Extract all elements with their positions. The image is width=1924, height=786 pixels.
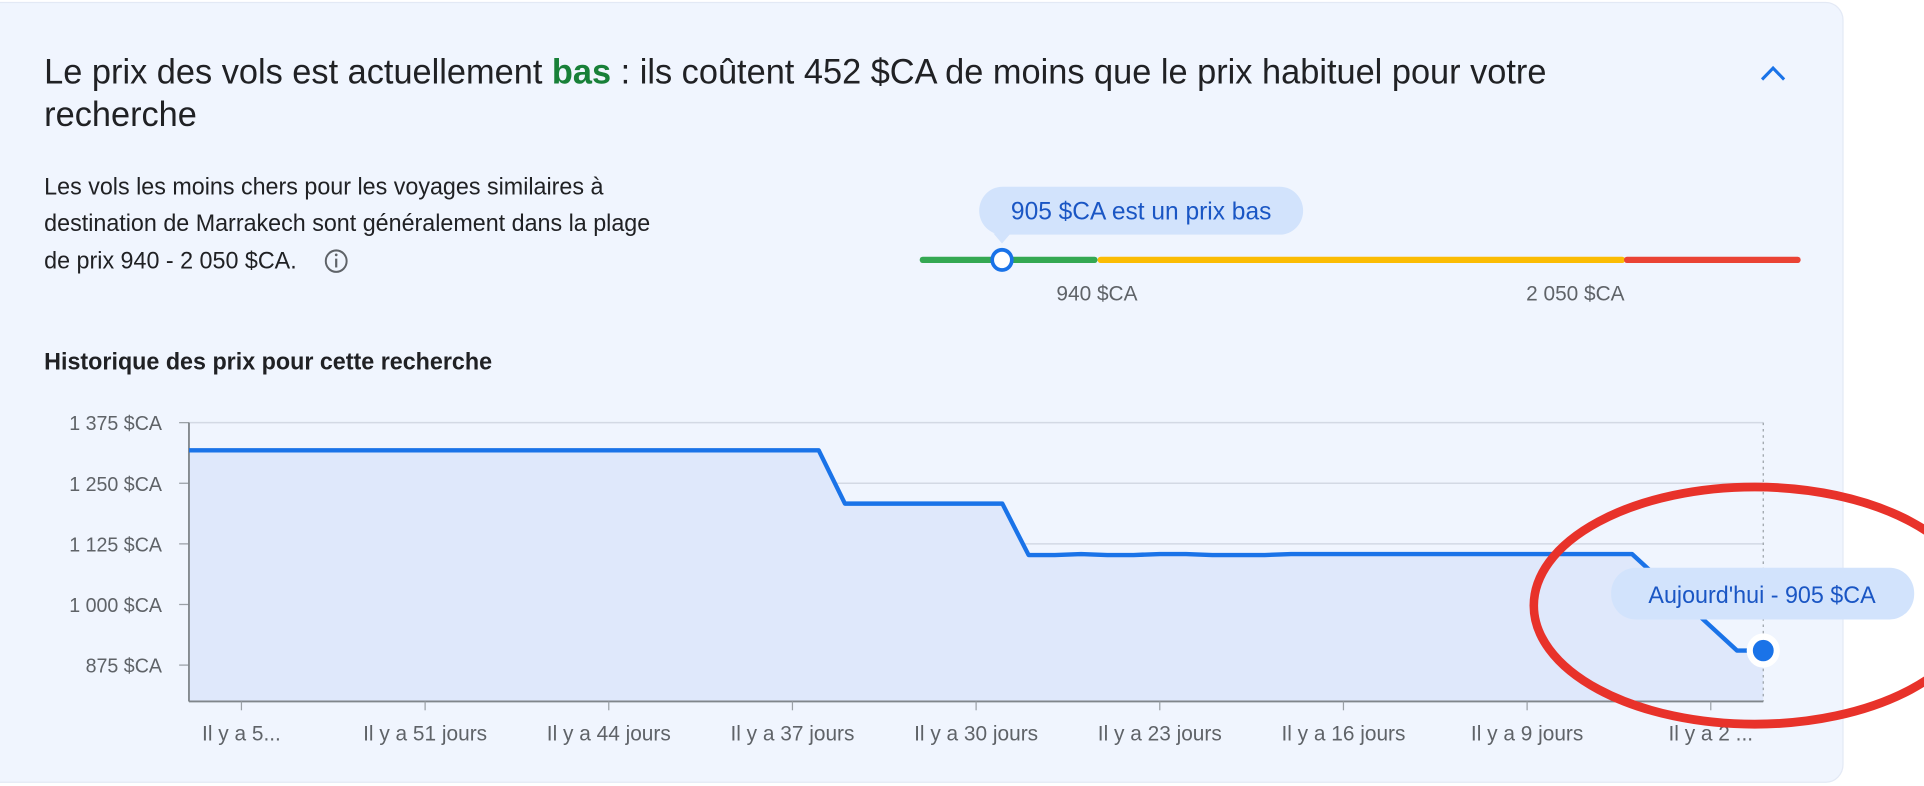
x-tick-label: Il y a 9 jours [1471,722,1583,745]
summary-line: de prix 940 - 2 050 $CA. [44,248,297,274]
info-icon[interactable] [324,249,348,273]
price-range: 940 $CA 2 050 $CA 905 $CA est un prix bas [919,186,1801,305]
headline-line: recherche [44,95,197,135]
area [188,450,1764,702]
badge-pointer [993,233,1011,244]
y-tick-label: 1 375 $CA [69,413,162,435]
price-marker [990,247,1014,272]
headline-part: : ils coûtent 452 $CA de moins que le pr… [611,52,1546,92]
headline-highlight: bas [552,52,611,92]
x-tick-label: Il y a 5... [202,722,281,745]
badge-text: 905 $CA est un prix bas [1011,197,1271,225]
summary-line: Les vols les moins chers pour les voyage… [44,174,604,200]
x-tick-label: Il y a 37 jours [730,722,854,745]
y-tick-label: 875 $CA [86,655,163,677]
y-tick-label: 1 125 $CA [69,534,162,556]
x-tick-label: Il y a 23 jours [1098,722,1222,745]
x-tick-label: Il y a 2 ... [1668,722,1753,745]
headline: Le prix des vols est actuellement bas : … [44,52,1546,92]
collapse-button[interactable] [1760,65,1786,81]
range-label: 940 $CA [1056,282,1138,305]
headline-part: Le prix des vols est actuellement [44,52,552,92]
badge [979,186,1304,235]
y-tick-label: 1 250 $CA [69,474,162,496]
x-tick-label: Il y a 51 jours [363,722,487,745]
summary-line: destination de Marrakech sont généraleme… [44,211,650,237]
y-tick-label: 1 000 $CA [69,595,162,617]
chart-title: Historique des prix pour cette recherche [44,349,492,375]
x-tick-label: Il y a 16 jours [1281,722,1405,745]
range-label: 2 050 $CA [1526,282,1625,305]
tooltip-text: Aujourd'hui - 905 $CA [1648,583,1875,609]
price-line [188,448,1764,653]
x-tick-label: Il y a 30 jours [914,722,1038,745]
highlight-circle [1529,482,1924,729]
x-tick-label: Il y a 44 jours [547,722,671,745]
today-point [1746,633,1780,668]
tooltip [1611,567,1915,620]
chart: 875 $CA 1 000 $CA 1 125 $CA 1 250 $CA 1 375 … [69,413,1915,746]
